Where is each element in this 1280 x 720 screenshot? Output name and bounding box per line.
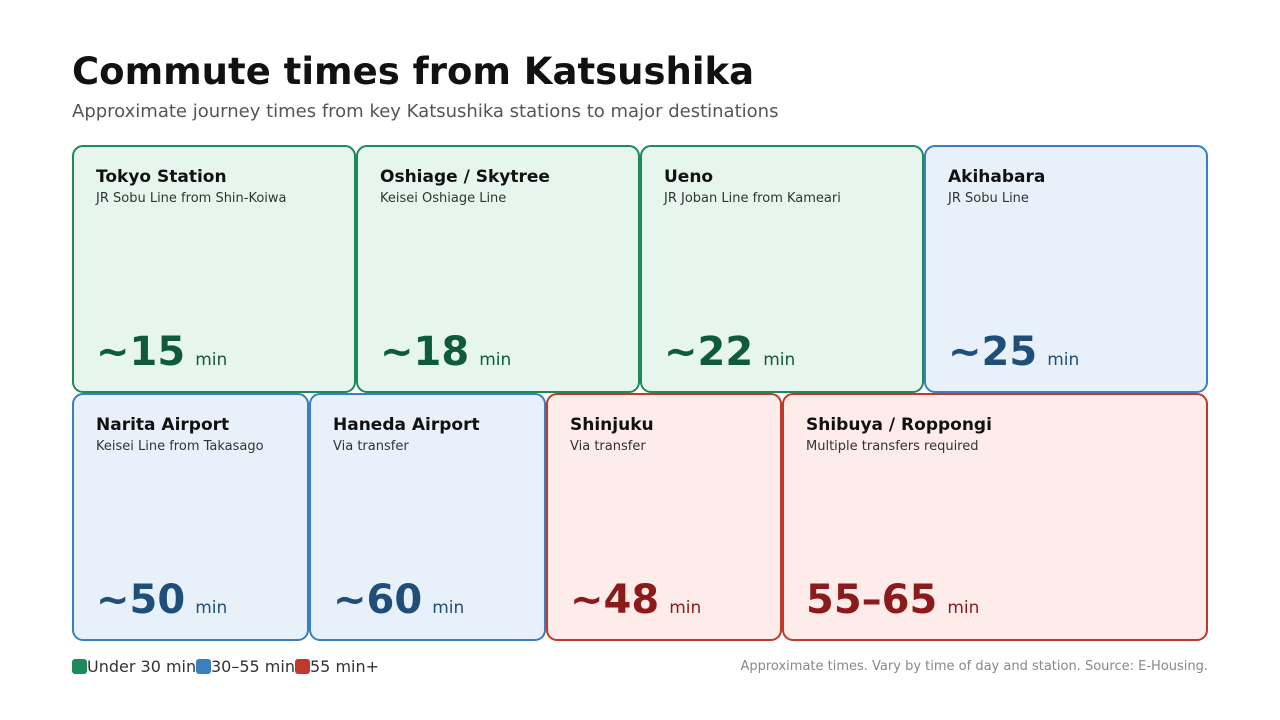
unit: min — [947, 598, 980, 618]
card: Shinjuku Via transfer ~48 min — [546, 393, 782, 641]
unit: min — [763, 350, 796, 370]
time: ~22 — [664, 329, 754, 375]
time: ~18 — [380, 329, 470, 375]
route: Via transfer — [570, 439, 646, 454]
legend-swatch — [295, 659, 310, 674]
card: Shibuya / Roppongi Multiple transfers re… — [782, 393, 1208, 641]
card: Haneda Airport Via transfer ~60 min — [309, 393, 546, 641]
destination: Shibuya / Roppongi — [806, 415, 992, 435]
legend-label: Under 30 min — [87, 657, 197, 676]
destination: Haneda Airport — [333, 415, 480, 435]
legend-label: 30–55 min — [211, 657, 295, 676]
card: Tokyo Station JR Sobu Line from Shin-Koi… — [72, 145, 356, 393]
route: Multiple transfers required — [806, 439, 979, 454]
card: Ueno JR Joban Line from Kameari ~22 min — [640, 145, 924, 393]
unit: min — [1047, 350, 1080, 370]
destination: Akihabara — [948, 167, 1046, 187]
time: ~15 — [96, 329, 186, 375]
route: JR Sobu Line from Shin-Koiwa — [96, 191, 287, 206]
time: 55–65 — [806, 577, 938, 623]
destination: Shinjuku — [570, 415, 654, 435]
time: ~50 — [96, 577, 186, 623]
destination: Oshiage / Skytree — [380, 167, 550, 187]
legend-swatch — [196, 659, 211, 674]
subtitle: Approximate journey times from key Katsu… — [72, 101, 779, 122]
time: ~25 — [948, 329, 1038, 375]
unit: min — [195, 598, 228, 618]
route: JR Sobu Line — [948, 191, 1029, 206]
destination: Ueno — [664, 167, 714, 187]
unit: min — [479, 350, 512, 370]
legend-swatch — [72, 659, 87, 674]
route: Keisei Oshiage Line — [380, 191, 507, 206]
card: Oshiage / Skytree Keisei Oshiage Line ~1… — [356, 145, 640, 393]
unit: min — [669, 598, 702, 618]
route: Via transfer — [333, 439, 409, 454]
title: Commute times from Katsushika — [72, 50, 755, 93]
legend-label: 55 min+ — [310, 657, 380, 676]
time: ~60 — [333, 577, 423, 623]
destination: Narita Airport — [96, 415, 230, 435]
destination: Tokyo Station — [96, 167, 227, 187]
unit: min — [195, 350, 228, 370]
card: Akihabara JR Sobu Line ~25 min — [924, 145, 1208, 393]
card: Narita Airport Keisei Line from Takasago… — [72, 393, 309, 641]
route: JR Joban Line from Kameari — [664, 191, 841, 206]
footnote: Approximate times. Vary by time of day a… — [740, 659, 1208, 674]
time: ~48 — [570, 577, 660, 623]
route: Keisei Line from Takasago — [96, 439, 264, 454]
unit: min — [432, 598, 465, 618]
